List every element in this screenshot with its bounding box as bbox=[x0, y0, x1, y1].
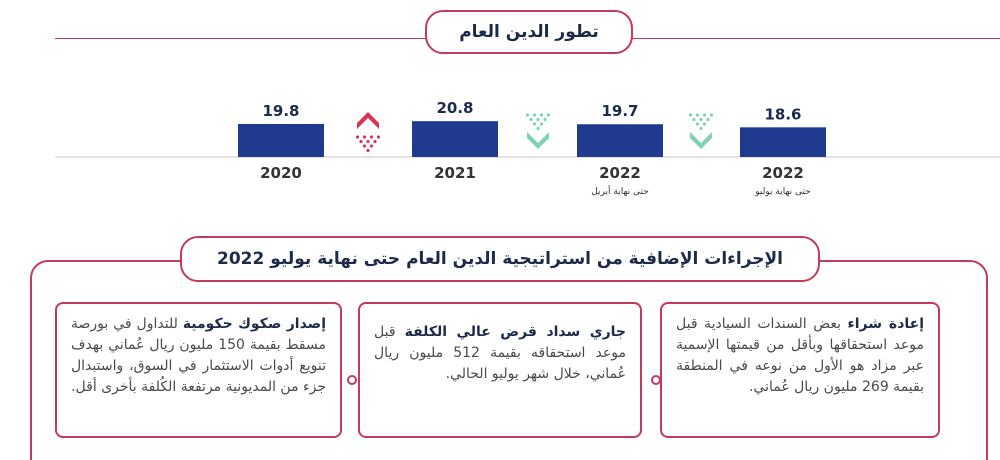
chart-bar bbox=[238, 123, 324, 157]
x-tick-label: 2021 bbox=[434, 164, 476, 182]
trend-down-icon bbox=[525, 113, 551, 149]
x-tick-sublabel: حتى نهاية أبريل bbox=[591, 185, 649, 197]
card-connector-dot bbox=[347, 375, 357, 385]
card-text: قبل موعد استحقاقه بقيمة 512 مليون ريال ع… bbox=[374, 324, 626, 382]
card-connector-dot bbox=[651, 375, 661, 385]
card-lead: إعادة شراء bbox=[847, 316, 924, 332]
card-text: بعض السندات السيادية قبل موعد استحقاقها … bbox=[676, 316, 924, 395]
card-bond-buyback: إعادة شراء بعض السندات السيادية قبل موعد… bbox=[660, 302, 940, 438]
bar-value-label: 20.8 bbox=[436, 99, 473, 117]
card-loan-repayment: جاري سداد قرض عالي الكلفة قبل موعد استحق… bbox=[358, 302, 642, 438]
card-text: للتداول في بورصة مسقط بقيمة 150 مليون ري… bbox=[71, 316, 326, 395]
card-lead: إصدار صكوك حكومية bbox=[182, 316, 326, 332]
bar-value-label: 19.8 bbox=[262, 102, 299, 120]
card-sukuk-issue: إصدار صكوك حكومية للتداول في بورصة مسقط … bbox=[55, 302, 342, 438]
x-tick-label: 2022 bbox=[599, 164, 641, 182]
x-tick-label: 2022 bbox=[762, 164, 804, 182]
x-tick-label: 2020 bbox=[260, 164, 302, 182]
chart-bar bbox=[740, 127, 826, 157]
trend-down-icon bbox=[688, 113, 714, 149]
chart-bar bbox=[412, 121, 498, 157]
x-tick-sublabel: حتى نهاية يوليو bbox=[754, 187, 811, 197]
trend-up-icon bbox=[355, 112, 381, 153]
chart-title: تطور الدين العام bbox=[425, 10, 633, 54]
card-lead: جاري سداد قرض عالي الكلفة bbox=[404, 324, 626, 340]
chart-bar bbox=[577, 124, 663, 157]
debt-bar-chart: 19.8 2020 20.8 2021 19.7 2022 حتى نهاية أبريل 1… bbox=[55, 99, 1000, 197]
section-title: الإجراءات الإضافية من استراتيجية الدين ا… bbox=[180, 236, 820, 282]
bar-value-label: 18.6 bbox=[764, 105, 801, 123]
bar-value-label: 19.7 bbox=[601, 102, 638, 120]
